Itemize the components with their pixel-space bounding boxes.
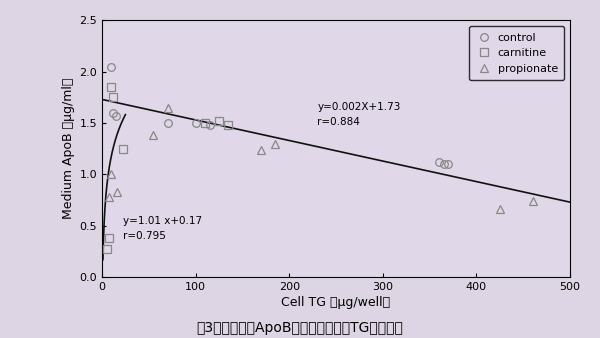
Text: r=0.884: r=0.884	[317, 117, 360, 127]
Legend: control, carnitine, propionate: control, carnitine, propionate	[469, 26, 565, 80]
Text: y=0.002X+1.73: y=0.002X+1.73	[317, 102, 401, 112]
Text: 嘦3　肝細胞のApoB分泌量と細胞内TG量の関係: 嘦3 肝細胞のApoB分泌量と細胞内TG量の関係	[197, 321, 403, 335]
Text: y=1.01 x+0.17: y=1.01 x+0.17	[122, 216, 202, 226]
Y-axis label: Medium ApoB （μg/ml）: Medium ApoB （μg/ml）	[62, 78, 75, 219]
Text: r=0.795: r=0.795	[122, 231, 166, 241]
X-axis label: Cell TG （μg/well）: Cell TG （μg/well）	[281, 296, 391, 309]
